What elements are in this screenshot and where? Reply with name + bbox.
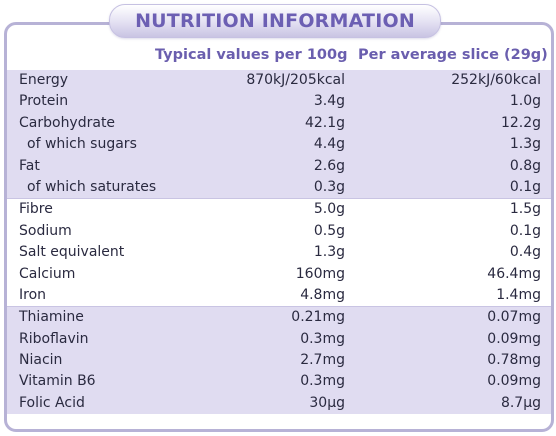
value-per-100g: 0.3mg xyxy=(300,330,345,347)
table-row: Carbohydrate 42.1g 12.2g xyxy=(7,112,551,135)
table-row: Fat 2.6g 0.8g xyxy=(7,155,551,177)
table-row: Folic Acid 30µg 8.7µg xyxy=(7,392,551,415)
value-per-100g: 2.6g xyxy=(313,157,345,174)
nutrition-table: Typical values per 100g Per average slic… xyxy=(4,22,554,432)
value-per-100g: 0.21mg xyxy=(291,309,345,326)
nutrient-label: Folic Acid xyxy=(19,394,85,411)
value-per-slice: 0.4g xyxy=(509,244,541,261)
value-per-100g: 5.0g xyxy=(313,201,345,218)
nutrient-label: Fat xyxy=(19,157,40,174)
value-per-slice: 46.4mg xyxy=(487,265,541,282)
table-row: Fibre 5.0g 1.5g xyxy=(7,198,551,221)
title-banner: NUTRITION INFORMATION xyxy=(109,4,441,38)
value-per-slice: 12.2g xyxy=(500,114,541,131)
nutrient-label: Salt equivalent xyxy=(19,244,125,261)
value-per-100g: 870kJ/205kcal xyxy=(246,72,345,88)
table-row: Niacin 2.7mg 0.78mg xyxy=(7,350,551,372)
nutrient-label: Energy xyxy=(19,72,69,88)
value-per-100g: 42.1g xyxy=(304,114,345,131)
table-row: Thiamine 0.21mg 0.07mg xyxy=(7,306,551,329)
nutrient-label: Calcium xyxy=(19,265,76,282)
value-per-slice: 0.09mg xyxy=(487,373,541,390)
value-per-slice: 1.0g xyxy=(509,93,541,110)
nutrient-label: of which sugars xyxy=(27,136,137,153)
value-per-slice: 1.5g xyxy=(509,201,541,218)
value-per-100g: 0.3mg xyxy=(300,373,345,390)
value-per-100g: 160mg xyxy=(295,265,345,282)
value-per-slice: 0.8g xyxy=(509,157,541,174)
nutrient-label: Protein xyxy=(19,93,69,110)
value-per-slice: 0.1g xyxy=(509,222,541,239)
value-per-slice: 1.4mg xyxy=(496,286,541,303)
value-per-100g: 0.3g xyxy=(313,178,345,195)
nutrient-label: Riboflavin xyxy=(19,330,89,347)
value-per-slice: 8.7µg xyxy=(500,394,541,411)
table-row: Sodium 0.5g 0.1g xyxy=(7,220,551,243)
nutrient-label: Fibre xyxy=(19,201,53,218)
table-row: Vitamin B6 0.3mg 0.09mg xyxy=(7,371,551,393)
table-row: Salt equivalent 1.3g 0.4g xyxy=(7,242,551,264)
table-row: Riboflavin 0.3mg 0.09mg xyxy=(7,328,551,351)
value-per-100g: 0.5g xyxy=(313,222,345,239)
table-row: Protein 3.4g 1.0g xyxy=(7,91,551,113)
value-per-slice: 252kJ/60kcal xyxy=(451,72,541,88)
table-header: Typical values per 100g Per average slic… xyxy=(7,47,551,71)
table-body: Energy 870kJ/205kcal 252kJ/60kcal Protei… xyxy=(7,70,551,415)
nutrient-label: Sodium xyxy=(19,222,72,239)
table-row: of which saturates 0.3g 0.1g xyxy=(7,176,551,199)
nutrient-label: Iron xyxy=(19,286,47,303)
value-per-slice: 0.07mg xyxy=(487,309,541,326)
value-per-100g: 4.4g xyxy=(313,136,345,153)
table-row: Energy 870kJ/205kcal 252kJ/60kcal xyxy=(7,70,551,92)
nutrient-label: Carbohydrate xyxy=(19,114,116,131)
table-row: Iron 4.8mg 1.4mg xyxy=(7,284,551,307)
value-per-100g: 2.7mg xyxy=(300,352,345,369)
nutrient-label: Thiamine xyxy=(19,309,84,326)
nutrient-label: Niacin xyxy=(19,352,63,369)
value-per-slice: 0.1g xyxy=(509,178,541,195)
value-per-slice: 0.78mg xyxy=(487,352,541,369)
value-per-100g: 3.4g xyxy=(313,93,345,110)
nutrient-label: Vitamin B6 xyxy=(19,373,96,390)
value-per-slice: 1.3g xyxy=(509,136,541,153)
column-header-per-100g: Typical values per 100g xyxy=(155,47,348,63)
value-per-100g: 4.8mg xyxy=(300,286,345,303)
column-header-per-slice: Per average slice (29g) xyxy=(358,47,548,63)
table-row: of which sugars 4.4g 1.3g xyxy=(7,134,551,156)
page-title: NUTRITION INFORMATION xyxy=(135,10,415,32)
value-per-100g: 1.3g xyxy=(313,244,345,261)
table-row: Calcium 160mg 46.4mg xyxy=(7,263,551,285)
value-per-slice: 0.09mg xyxy=(487,330,541,347)
value-per-100g: 30µg xyxy=(309,394,345,411)
nutrient-label: of which saturates xyxy=(27,178,157,195)
